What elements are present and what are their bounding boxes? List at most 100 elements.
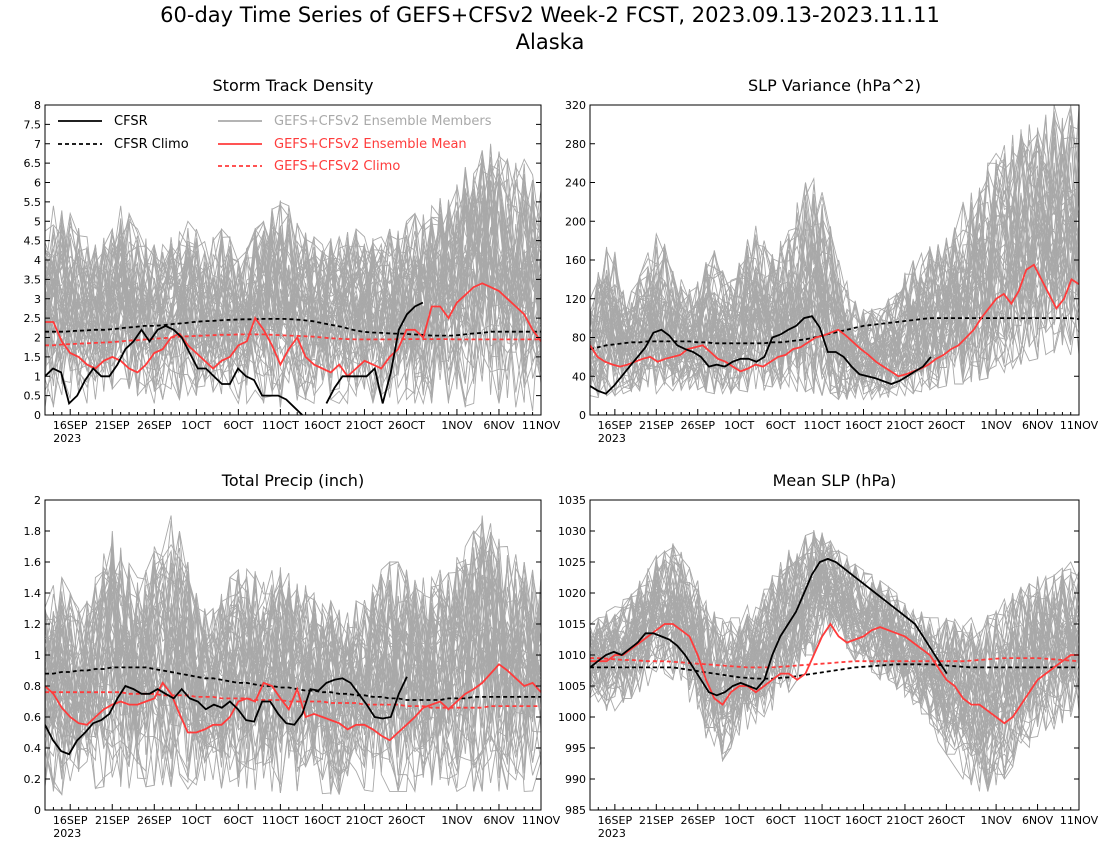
x-tick-label: 21SEP [95, 419, 130, 432]
x-tick-label: 26SEP [137, 419, 172, 432]
legend-label: CFSR [114, 114, 148, 129]
x-tick-label: 6NOV [483, 814, 515, 827]
x-tick-label: 1OCT [181, 814, 211, 827]
ensemble-member-line [45, 568, 541, 768]
y-tick-label: 7 [34, 138, 41, 151]
x-tick-label: 21SEP [639, 814, 674, 827]
ensemble-member-line [45, 177, 541, 373]
x-tick-label: 1NOV [981, 814, 1013, 827]
ens-mean-line [45, 282, 541, 378]
x-tick-label: 26OCT [928, 814, 965, 827]
cfsr-climo-line [590, 663, 1079, 680]
x-tick-label: 26SEP [680, 814, 715, 827]
figure-title-block: 60-day Time Series of GEFS+CFSv2 Week-2 … [0, 2, 1100, 56]
y-tick-label: 985 [565, 804, 586, 817]
y-tick-label: 0.6 [24, 711, 42, 724]
ensemble-members [590, 105, 1079, 401]
y-tick-label: 1000 [558, 711, 586, 724]
x-year-label: 2023 [598, 827, 626, 840]
x-tick-label: 16OCT [304, 814, 341, 827]
y-tick-label: 995 [565, 742, 586, 755]
y-tick-label: 1020 [558, 587, 586, 600]
y-tick-label: 280 [565, 138, 586, 151]
ensemble-member-line [590, 188, 1079, 393]
y-tick-label: 1025 [558, 556, 586, 569]
cfsr-line [325, 301, 424, 404]
ensemble-member-line [590, 565, 1079, 716]
y-tick-label: 1 [34, 649, 41, 662]
y-tick-label: 8 [34, 99, 41, 112]
ensemble-member-line [590, 570, 1079, 782]
ensemble-member-line [45, 166, 541, 348]
y-tick-label: 4.5 [24, 235, 42, 248]
x-tick-label: 21OCT [346, 419, 383, 432]
legend: CFSR CFSR Climo GEFS+CFSv2 Ensemble Member… [58, 114, 492, 174]
x-tick-label: 11NOV [522, 814, 561, 827]
x-tick-label: 11NOV [522, 419, 561, 432]
y-tick-label: 1015 [558, 618, 586, 631]
ensemble-member-line [45, 164, 541, 340]
ensemble-member-line [45, 191, 541, 388]
legend-label: GEFS+CFSv2 Climo [274, 159, 400, 174]
y-tick-label: 1.2 [24, 618, 42, 631]
x-tick-label: 26OCT [388, 419, 425, 432]
cfsr-climo-line [590, 317, 1079, 350]
y-tick-label: 0 [34, 804, 41, 817]
x-tick-label: 6OCT [766, 814, 796, 827]
x-tick-label: 11NOV [1060, 814, 1099, 827]
ensemble-member-line [590, 538, 1079, 691]
ens-mean-line [590, 263, 1079, 378]
y-tick-label: 240 [565, 177, 586, 190]
x-tick-label: 16SEP [598, 419, 633, 432]
x-tick-label: 16SEP [53, 814, 88, 827]
y-tick-label: 80 [572, 332, 586, 345]
x-tick-label: 21OCT [346, 814, 383, 827]
x-tick-label: 6NOV [1022, 814, 1054, 827]
y-tick-label: 1.4 [24, 587, 42, 600]
x-tick-label: 1OCT [181, 419, 211, 432]
x-year-label: 2023 [53, 827, 81, 840]
y-tick-label: 2.5 [24, 312, 42, 325]
x-year-label: 2023 [598, 432, 626, 445]
panel-storm-track-density: Storm Track Density 0 0.5 1 1.5 2 2.5 3 3.5 4 4.5 5… [24, 76, 561, 445]
y-tick-label: 2 [34, 494, 41, 507]
y-tick-label: 0 [34, 409, 41, 422]
ensemble-member-line [590, 563, 1079, 744]
y-tick-label: 0.5 [24, 390, 42, 403]
ensemble-member-line [45, 533, 541, 725]
ensemble-member-line [45, 567, 541, 729]
ensemble-member-line [590, 537, 1079, 765]
x-tick-label: 26OCT [928, 419, 965, 432]
x-tick-label: 6OCT [223, 814, 253, 827]
ensemble-member-line [590, 138, 1079, 377]
x-tick-label: 1NOV [441, 814, 473, 827]
ensemble-member-line [45, 202, 541, 358]
x-tick-label: 11OCT [804, 814, 841, 827]
y-tick-label: 1.8 [24, 525, 42, 538]
ensemble-member-line [590, 145, 1079, 353]
y-tick-label: 7.5 [24, 118, 42, 131]
cfsr-climo-line [45, 317, 541, 337]
x-tick-label: 6NOV [483, 419, 515, 432]
ensemble-member-line [45, 155, 541, 391]
panel-title: Mean SLP (hPa) [773, 471, 897, 490]
x-tick-label: 11OCT [262, 419, 299, 432]
y-tick-label: 3 [34, 293, 41, 306]
y-tick-label: 160 [565, 254, 586, 267]
ensemble-member-line [590, 531, 1079, 694]
ensemble-members [45, 143, 541, 412]
ensemble-member-line [590, 129, 1079, 397]
ensemble-member-line [590, 556, 1079, 745]
ens-mean-line [590, 622, 1079, 725]
y-tick-label: 320 [565, 99, 586, 112]
y-tick-label: 1005 [558, 680, 586, 693]
y-tick-label: 5 [34, 215, 41, 228]
ensemble-member-line [590, 223, 1079, 401]
x-tick-label: 16SEP [53, 419, 88, 432]
ensemble-member-line [45, 553, 541, 755]
x-tick-label: 16OCT [845, 814, 882, 827]
ensemble-member-line [590, 581, 1079, 792]
y-tick-label: 1035 [558, 494, 586, 507]
y-tick-label: 2 [34, 332, 41, 345]
